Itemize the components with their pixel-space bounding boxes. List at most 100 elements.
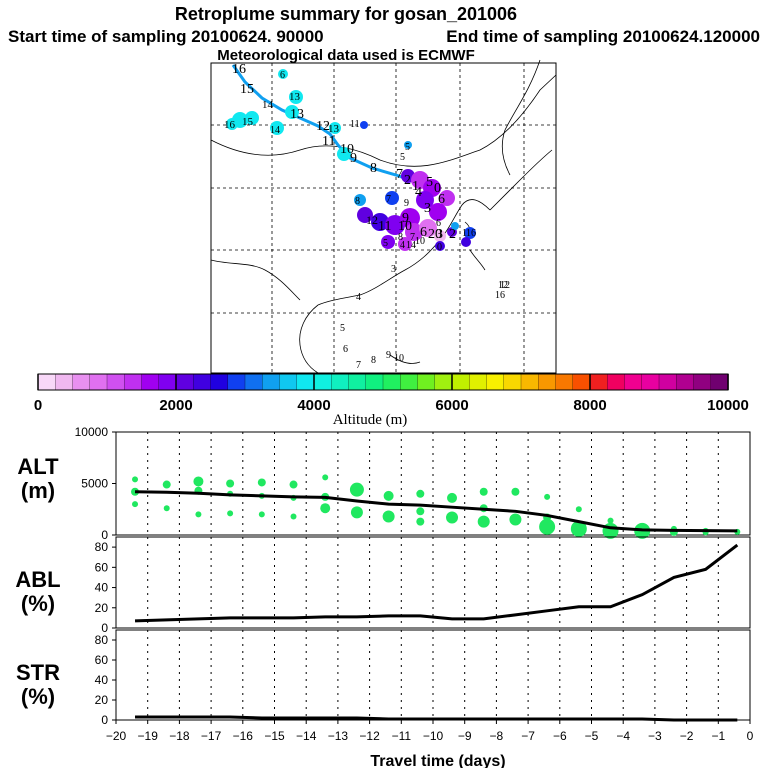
panel-unit-label: (%) [21,684,55,709]
colorbar-swatch [572,373,591,391]
colorbar-tick-label: 0 [34,397,42,414]
colorbar-swatch [710,373,729,391]
outlier-label: 16 [466,228,476,239]
colorbar-swatch [124,373,143,391]
altitude-point [607,517,614,524]
traj-label: 12 [316,119,330,134]
y-tick-label: 80 [95,633,109,647]
traj-label: 0 [434,181,441,196]
traj-label: 2 [404,173,411,188]
traj-label: 13 [290,107,304,122]
x-tick-label: −14 [296,729,317,743]
altitude-point [290,513,297,520]
altitude-point [575,506,582,513]
outlier-label: 12 [500,280,510,291]
colorbar-swatch [607,373,626,391]
panel-label: ALT [17,454,59,479]
panel-frame [115,629,751,721]
colorbar-swatch [37,373,56,391]
colorbar-swatch [469,373,488,391]
traj-label: 16 [232,62,246,77]
altitude-point [193,476,204,487]
traj-label: 7 [386,194,391,205]
colorbar-swatch [382,373,401,391]
altitude-point [320,503,331,514]
colorbar-swatch [555,373,574,391]
x-tick-label: −6 [553,729,567,743]
x-tick-label: −4 [616,729,630,743]
altitude-point [289,480,298,489]
altitude-point [446,511,459,524]
panel-label: ABL [15,567,60,592]
traj-label: 12 [366,213,378,227]
x-tick-label: −2 [680,729,694,743]
colorbar-swatch [106,373,125,391]
traj-label: 6 [438,192,445,207]
altitude-point [447,492,458,503]
traj-label: 6 [420,225,427,240]
outlier-label: 14 [406,240,416,251]
altitude-point [544,493,551,500]
traj-label: 5 [426,175,433,190]
trajectory-map: 16 15 14 13 13 12 11 10 9 8 7 6 5 4 3 2 … [210,59,557,374]
altitude-point [416,517,425,526]
outlier-label: 11 [350,119,360,130]
altitude-point [509,513,522,526]
x-tick-label: −15 [264,729,285,743]
colorbar-tick-label: 2000 [159,397,192,414]
traj-label: 15 [242,116,254,128]
traj-label: 8 [370,161,377,176]
figure-title: Retroplume summary for gosan_201006 [175,4,517,24]
altitude-point [416,507,425,516]
colorbar-tick-label: 4000 [297,397,330,414]
colorbar-swatch [193,373,212,391]
traj-label: 13 [289,91,301,103]
x-tick-label: −19 [138,729,159,743]
traj-label: 5 [383,238,388,249]
panel-abl: 0 20 40 60 80 ABL(%) [15,536,751,635]
outlier-label: 16 [495,290,505,301]
altitude-point [163,505,170,512]
traj-label: 1 [412,179,419,194]
x-tick-label: −9 [458,729,472,743]
x-tick-label: −18 [169,729,190,743]
altitude-point [132,501,139,508]
altitude-point [479,487,488,496]
altitude-point [162,480,171,489]
colorbar-swatch [451,373,470,391]
colorbar-swatch [279,373,298,391]
map-gridlines [211,63,556,373]
x-tick-label: −7 [521,729,535,743]
colorbar-tick-label: 6000 [435,397,468,414]
altitude-point [226,479,235,488]
traj-label: 8 [355,196,360,207]
time-series-panels: 0500010000ALT(m)020406080ABL(%)020406080… [15,425,753,743]
colorbar-swatch [503,373,522,391]
colorbar-swatch [589,373,608,391]
altitude-point [382,510,395,523]
x-axis-label: Travel time (days) [370,753,505,768]
y-tick-label: 60 [95,653,109,667]
outlier-label: 9 [386,350,391,361]
outlier-label: 7 [410,232,415,243]
outlier-label: 5 [340,323,345,334]
colorbar-swatch [72,373,91,391]
traj-label: 9 [402,211,409,226]
x-tick-label: −8 [490,729,504,743]
trajectory-labels: 16 15 14 13 13 12 11 10 9 8 7 6 5 4 3 2 … [224,62,467,253]
colorbar-swatch [262,373,281,391]
outlier-label: 7 [356,360,361,371]
panel-alt: 0 5000 10000 ALT(m) [17,425,751,542]
outlier-label: 3 [391,264,396,275]
altitude-point [383,490,394,501]
traj-label: 16 [224,119,236,131]
y-tick-label: 5000 [81,477,108,491]
colorbar-swatch [624,373,643,391]
end-time-label: End time of sampling 20100624.120000 [446,27,760,46]
colorbar-tick-labels: 0 2000 4000 6000 8000 10000 [34,397,749,414]
colorbar-swatch [658,373,677,391]
outlier-label: 4 [356,292,361,303]
traj-label: 3 [424,201,431,216]
outlier-label: 6 [436,218,441,229]
traj-label: 0 [437,242,442,253]
